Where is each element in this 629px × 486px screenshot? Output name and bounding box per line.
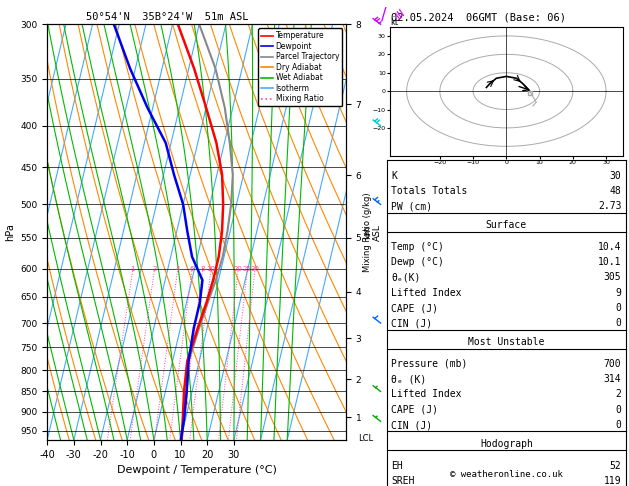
Text: PW (cm): PW (cm) bbox=[391, 201, 432, 211]
Text: CAPE (J): CAPE (J) bbox=[391, 405, 438, 415]
Text: 52: 52 bbox=[610, 461, 621, 470]
Y-axis label: hPa: hPa bbox=[4, 223, 14, 241]
Text: 8: 8 bbox=[200, 265, 204, 272]
Text: Pressure (mb): Pressure (mb) bbox=[391, 359, 467, 369]
Text: 119: 119 bbox=[604, 476, 621, 486]
Text: 0: 0 bbox=[616, 318, 621, 328]
Text: Mixing Ratio (g/kg): Mixing Ratio (g/kg) bbox=[364, 192, 372, 272]
Text: 6: 6 bbox=[189, 265, 194, 272]
Text: Temp (°C): Temp (°C) bbox=[391, 242, 444, 252]
Text: 700: 700 bbox=[604, 359, 621, 369]
Text: 20: 20 bbox=[233, 265, 243, 272]
Text: CIN (J): CIN (J) bbox=[391, 318, 432, 328]
Text: 305: 305 bbox=[604, 273, 621, 282]
Text: 0: 0 bbox=[616, 303, 621, 313]
Text: 30: 30 bbox=[250, 265, 259, 272]
Text: CIN (J): CIN (J) bbox=[391, 420, 432, 430]
Text: K: K bbox=[391, 171, 397, 181]
Text: LCL: LCL bbox=[358, 434, 373, 443]
Text: Most Unstable: Most Unstable bbox=[468, 337, 545, 347]
Text: CAPE (J): CAPE (J) bbox=[391, 303, 438, 313]
Text: 9: 9 bbox=[616, 288, 621, 298]
Text: 10: 10 bbox=[206, 265, 215, 272]
Text: 30: 30 bbox=[610, 171, 621, 181]
Text: 25: 25 bbox=[243, 265, 252, 272]
Text: 2: 2 bbox=[152, 265, 157, 272]
Text: θₑ (K): θₑ (K) bbox=[391, 374, 426, 384]
Text: 314: 314 bbox=[604, 374, 621, 384]
Text: 10.1: 10.1 bbox=[598, 257, 621, 267]
Legend: Temperature, Dewpoint, Parcel Trajectory, Dry Adiabat, Wet Adiabat, Isotherm, Mi: Temperature, Dewpoint, Parcel Trajectory… bbox=[258, 28, 342, 106]
Text: 10.4: 10.4 bbox=[598, 242, 621, 252]
Text: 0: 0 bbox=[616, 405, 621, 415]
X-axis label: Dewpoint / Temperature (°C): Dewpoint / Temperature (°C) bbox=[116, 465, 277, 475]
Text: Surface: Surface bbox=[486, 220, 527, 230]
Text: θₑ(K): θₑ(K) bbox=[391, 273, 421, 282]
Text: 1: 1 bbox=[130, 265, 135, 272]
Text: © weatheronline.co.uk: © weatheronline.co.uk bbox=[450, 469, 563, 479]
Text: Dewp (°C): Dewp (°C) bbox=[391, 257, 444, 267]
Text: SREH: SREH bbox=[391, 476, 415, 486]
Text: Hodograph: Hodograph bbox=[480, 438, 533, 449]
Text: Totals Totals: Totals Totals bbox=[391, 186, 467, 196]
Text: 4: 4 bbox=[175, 265, 180, 272]
Text: Lifted Index: Lifted Index bbox=[391, 389, 462, 399]
Y-axis label: km
ASL: km ASL bbox=[363, 224, 382, 241]
Text: /: / bbox=[381, 5, 386, 24]
Text: 0: 0 bbox=[616, 420, 621, 430]
Text: 2: 2 bbox=[616, 389, 621, 399]
Text: 50°54'N  35B°24'W  51m ASL: 50°54'N 35B°24'W 51m ASL bbox=[86, 12, 248, 22]
Text: kt: kt bbox=[390, 17, 398, 27]
Text: 48: 48 bbox=[610, 186, 621, 196]
Text: III: III bbox=[394, 8, 408, 21]
Text: 2.73: 2.73 bbox=[598, 201, 621, 211]
Text: EH: EH bbox=[391, 461, 403, 470]
Text: Lifted Index: Lifted Index bbox=[391, 288, 462, 298]
Text: 02.05.2024  06GMT (Base: 06): 02.05.2024 06GMT (Base: 06) bbox=[391, 12, 565, 22]
